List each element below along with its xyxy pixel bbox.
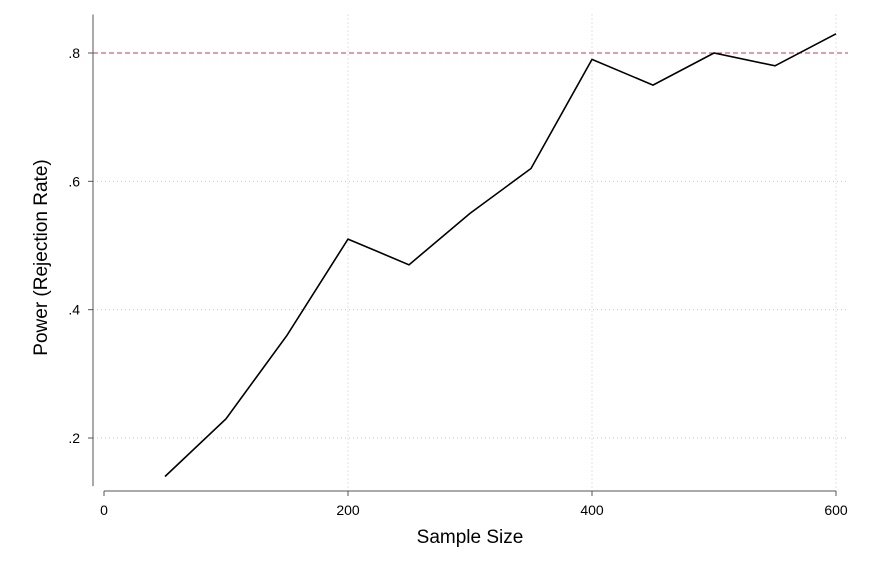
axes [92,14,836,492]
x-axis-title: Sample Size [417,527,524,548]
series-group [164,33,837,478]
x-tick-label: 0 [100,502,108,518]
y-axis-title: Power (Rejection Rate) [31,159,52,355]
series-line [164,33,837,478]
y-tick-label: .8 [68,45,80,61]
y-tick-label: .4 [68,302,80,318]
y-tick-label: .6 [68,173,80,189]
x-tick-label: 200 [336,502,360,518]
x-tick-label: 400 [580,502,604,518]
y-tick-label: .2 [68,430,80,446]
tick-labels: .2 .4 .6 .8 0 200 400 600 [68,45,848,518]
grid [93,14,848,491]
x-tick-label: 600 [824,502,848,518]
